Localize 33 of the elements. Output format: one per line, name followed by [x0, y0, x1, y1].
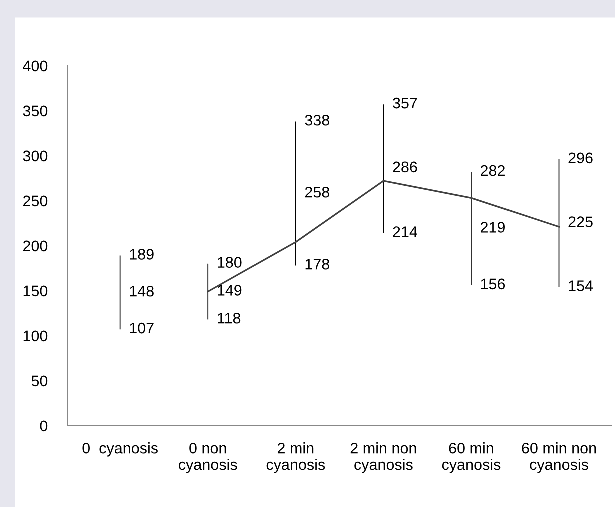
y-tick-label: 200: [23, 240, 48, 252]
annotation: 149: [218, 285, 242, 296]
annotation: 296: [568, 152, 593, 164]
annotation: 154: [569, 280, 594, 292]
y-tick-label: 50: [32, 376, 48, 387]
y-tick-label: 300: [23, 150, 48, 162]
y-tick-label: 250: [23, 196, 48, 207]
annotation: 219: [481, 222, 506, 233]
x-tick-label: 0 cyanosis: [82, 442, 158, 457]
y-tick-label: 350: [23, 106, 48, 117]
y-tick-label: 0: [40, 420, 48, 432]
annotation: 156: [481, 278, 506, 290]
annotation: 118: [218, 312, 241, 324]
x-tick-label: 2 min cyanosis: [266, 442, 326, 474]
annotation: 148: [130, 286, 154, 297]
x-tick-label: 60 min non cyanosis: [522, 442, 596, 474]
annotation: 338: [305, 114, 330, 126]
annotation: 258: [305, 186, 330, 198]
annotation: 282: [481, 165, 505, 176]
annotation: 286: [393, 162, 418, 173]
annotation: 178: [306, 258, 330, 270]
annotation: 357: [393, 98, 418, 109]
y-tick-label: 150: [24, 286, 48, 297]
annotation: 225: [568, 216, 593, 228]
annotation: 189: [130, 249, 154, 260]
x-tick-label: 0 non cyanosis: [179, 442, 238, 474]
annotation: 180: [218, 257, 242, 268]
x-tick-label: 60 min cyanosis: [442, 442, 501, 474]
annotation: 214: [393, 226, 418, 238]
y-tick-label: 400: [23, 60, 48, 72]
y-tick-label: 100: [24, 330, 48, 342]
annotation: 107: [130, 322, 154, 334]
x-tick-label: 2 min non cyanosis: [350, 442, 416, 474]
